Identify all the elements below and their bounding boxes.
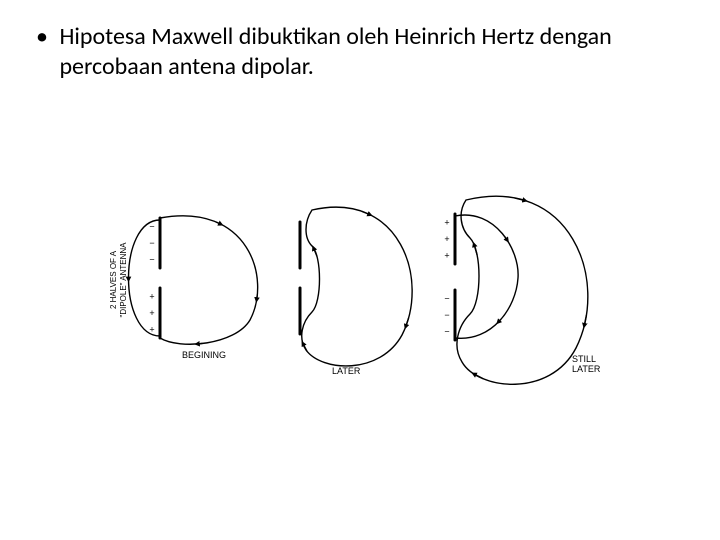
svg-text:−: − <box>444 293 449 303</box>
svg-text:LATER: LATER <box>572 364 601 374</box>
dipole-diagram: 2 HALVES OF A"DIPOLE" ANTENNA − − − + + + BEGIN… <box>100 150 620 430</box>
svg-text:−: − <box>444 310 449 320</box>
svg-text:+: + <box>149 308 154 318</box>
svg-text:BEGINING: BEGINING <box>182 350 226 360</box>
bullet-marker: • <box>36 22 54 52</box>
svg-text:−: − <box>149 238 154 248</box>
svg-text:STILL: STILL <box>572 354 596 364</box>
svg-text:+: + <box>149 291 154 301</box>
svg-text:−: − <box>444 327 449 337</box>
svg-text:+: + <box>444 217 449 227</box>
svg-text:2 HALVES OF A: 2 HALVES OF A <box>109 250 118 309</box>
bullet-text: • Hipotesa Maxwell dibuktikan oleh Heinr… <box>36 22 680 82</box>
svg-text:−: − <box>149 255 154 265</box>
svg-text:+: + <box>444 251 449 261</box>
svg-text:LATER: LATER <box>332 366 361 376</box>
svg-text:"DIPOLE" ANTENNA: "DIPOLE" ANTENNA <box>119 242 128 318</box>
svg-text:+: + <box>444 234 449 244</box>
bullet-content: Hipotesa Maxwell dibuktikan oleh Heinric… <box>59 22 679 82</box>
